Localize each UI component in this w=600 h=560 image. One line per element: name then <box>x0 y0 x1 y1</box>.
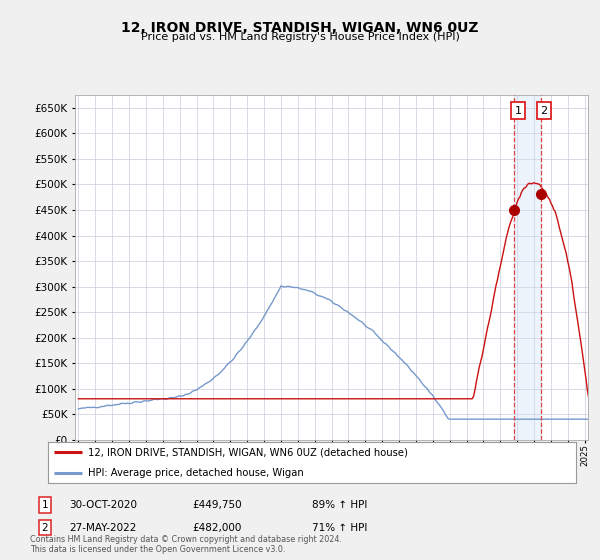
Text: Price paid vs. HM Land Registry's House Price Index (HPI): Price paid vs. HM Land Registry's House … <box>140 32 460 43</box>
Text: HPI: Average price, detached house, Wigan: HPI: Average price, detached house, Wiga… <box>88 468 304 478</box>
Text: 2: 2 <box>41 522 49 533</box>
Bar <box>514 95 541 440</box>
Text: 89% ↑ HPI: 89% ↑ HPI <box>312 500 367 510</box>
Text: 27-MAY-2022: 27-MAY-2022 <box>69 522 136 533</box>
Text: 1: 1 <box>41 500 49 510</box>
Text: 12, IRON DRIVE, STANDISH, WIGAN, WN6 0UZ (detached house): 12, IRON DRIVE, STANDISH, WIGAN, WN6 0UZ… <box>88 447 407 458</box>
Text: 2: 2 <box>541 106 548 116</box>
Text: £449,750: £449,750 <box>192 500 242 510</box>
Text: 1: 1 <box>514 106 521 116</box>
Text: 71% ↑ HPI: 71% ↑ HPI <box>312 522 367 533</box>
Text: 12, IRON DRIVE, STANDISH, WIGAN, WN6 0UZ: 12, IRON DRIVE, STANDISH, WIGAN, WN6 0UZ <box>121 21 479 35</box>
Text: Contains HM Land Registry data © Crown copyright and database right 2024.
This d: Contains HM Land Registry data © Crown c… <box>30 535 342 554</box>
Text: 30-OCT-2020: 30-OCT-2020 <box>69 500 137 510</box>
Text: £482,000: £482,000 <box>192 522 241 533</box>
